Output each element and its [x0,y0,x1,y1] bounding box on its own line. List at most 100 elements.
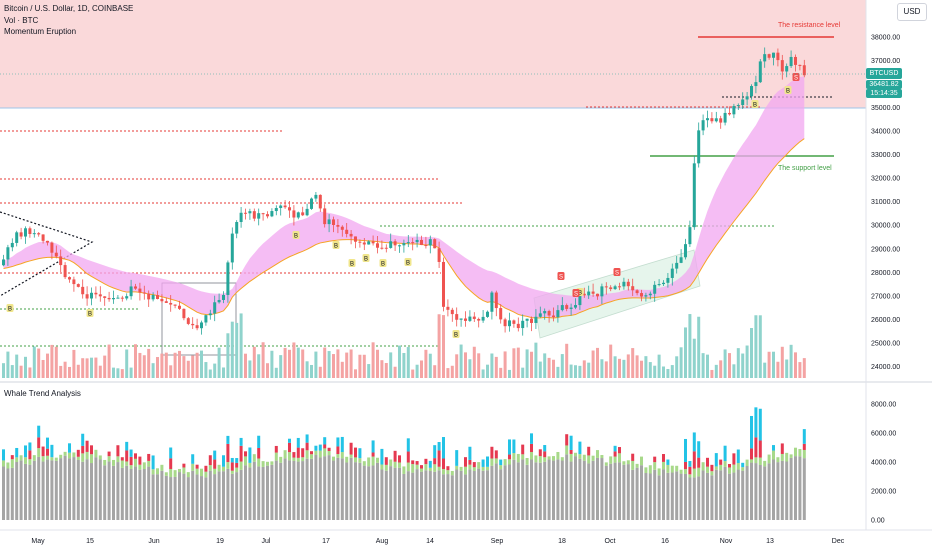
oscillator-cyan-segment [371,440,375,453]
oscillator-base-bar [151,474,155,520]
oscillator-cyan-segment [758,408,762,441]
oscillator-base-bar [279,462,283,520]
candle-body [138,288,142,293]
momentum-indicator-label[interactable]: Momentum Eruption [4,27,77,36]
oscillator-green-segment [675,465,679,472]
oscillator-green-segment [248,462,252,468]
symbol-title[interactable]: Bitcoin / U.S. Dollar, 1D, COINBASE [4,4,134,13]
volume-bar [274,367,278,378]
candle-body [406,242,410,244]
volume-bar [428,353,432,378]
oscillator-base-bar [578,458,582,520]
candle-body [648,293,652,296]
oscillator-red-segment [662,454,665,462]
oscillator-green-segment [719,464,723,471]
oscillator-base-bar [336,457,340,520]
oscillator-cyan-segment [741,462,745,468]
candle-body [318,194,322,209]
candle-body [776,52,780,61]
sell-marker-label: S [615,271,619,277]
oscillator-green-segment [164,472,168,476]
currency-button[interactable]: USD [897,3,927,21]
volume-bar [19,365,23,378]
oscillator-green-segment [758,457,762,465]
oscillator-red-segment [728,463,731,468]
volume-bar [160,353,164,378]
candle-body [239,212,243,223]
volume-bar [785,359,789,378]
oscillator-base-bar [239,469,243,520]
whale-indicator-label[interactable]: Whale Trend Analysis [4,389,81,398]
volume-bar [692,338,696,378]
volume-bar [653,365,657,378]
oscillator-green-segment [151,469,155,475]
oscillator-green-segment [156,468,159,475]
candle-body [442,261,445,307]
candle-body [596,293,599,297]
price-tick-label: 38000.00 [871,35,900,42]
oscillator-green-segment [472,467,476,472]
oscillator-cyan-segment [613,445,617,452]
candle-body [336,225,340,227]
oscillator-base-bar [270,464,274,520]
oscillator-cyan-segment [305,434,309,443]
oscillator-axis[interactable]: 8000.00 6000.00 4000.00 2000.00 0.00 [871,402,896,525]
buy-marker-label: B [350,262,354,268]
oscillator-base-bar [424,470,428,520]
oscillator-red-segment [107,451,111,457]
oscillator-green-segment [569,453,573,462]
candle-body [349,233,353,237]
oscillator-cyan-segment [125,441,129,451]
volume-bar [547,357,551,378]
oscillator-cyan-segment [750,415,753,449]
volume-bar [472,346,476,378]
oscillator-red-segment [371,452,375,457]
volume-bar [367,364,371,378]
oscillator-base-bar [310,458,313,520]
oscillator-base-bar [798,456,802,520]
candle-body [332,219,335,226]
oscillator-base-bar [516,462,520,520]
oscillator-base-bar [164,475,168,520]
oscillator-green-segment [802,449,806,459]
oscillator-base-bar [750,462,753,520]
volume-bar [116,368,120,378]
time-axis[interactable]: May 15 Jun 19 Jul 17 Aug 14 Sep 18 Oct 16 Nov 13 Dec [31,538,844,545]
oscillator-green-segment [173,470,177,477]
candle-body [600,286,604,297]
volume-bar [763,362,767,378]
oscillator-base-bar [741,470,745,520]
candle-body [226,262,230,295]
oscillator-cyan-segment [481,459,485,467]
candle-body [147,293,151,300]
oscillator-green-segment [732,464,736,473]
oscillator-green-segment [701,462,705,471]
oscillator-green-segment [609,456,613,464]
volume-bar [68,366,71,378]
volume-bar [794,352,797,378]
oscillator-green-segment [296,457,300,462]
oscillator-cyan-segment [508,439,511,455]
oscillator-base-bar [481,470,485,520]
oscillator-base-bar [714,469,718,520]
candle-body [314,194,318,199]
oscillator-cyan-segment [318,444,322,451]
oscillator-green-segment [261,461,265,467]
volume-indicator-label[interactable]: Vol · BTC [4,16,39,25]
volume-bar [560,354,564,378]
oscillator-green-segment [653,462,657,470]
oscillator-base-bar [266,465,269,520]
candle-body [195,325,199,329]
oscillator-cyan-segment [772,445,775,451]
candle-body [556,310,560,318]
oscillator-green-segment [59,454,63,459]
oscillator-red-segment [384,457,388,465]
oscillator-base-bar [156,474,159,520]
support-annotation: The support level [778,165,832,172]
volume-bar [534,342,538,378]
time-tick-label: 13 [766,538,774,545]
time-tick-label: Dec [832,538,845,545]
volume-bar [481,369,485,378]
volume-bar [195,352,199,378]
